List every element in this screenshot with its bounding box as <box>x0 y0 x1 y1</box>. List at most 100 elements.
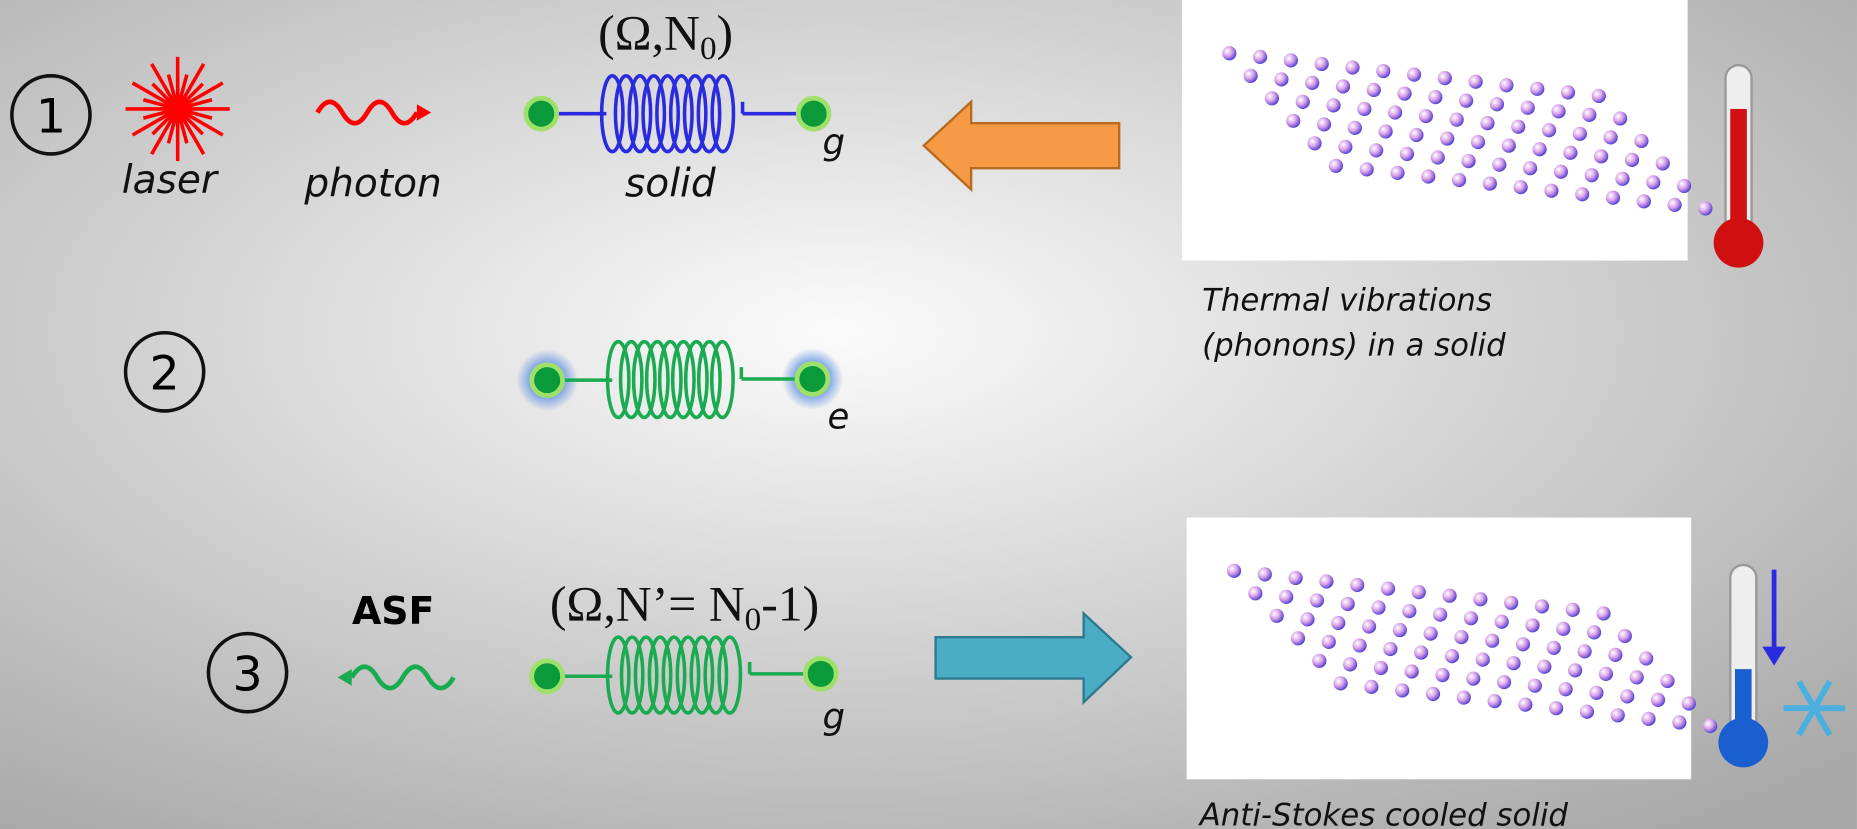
lattice-atom <box>1428 90 1442 104</box>
lattice-atom <box>1350 578 1364 592</box>
formula-part: ) <box>717 6 734 61</box>
lattice-atom <box>1568 663 1582 677</box>
lattice-atom <box>1390 166 1404 180</box>
lattice-atom <box>1402 604 1416 618</box>
lattice-atom <box>1556 622 1570 636</box>
asf-label: ASF <box>352 589 434 633</box>
lattice-atom <box>1469 75 1483 89</box>
atom <box>532 365 563 396</box>
lattice-atom <box>1589 686 1603 700</box>
lattice-atom <box>1305 76 1319 90</box>
lattice-atom <box>1376 64 1390 78</box>
lattice-atom <box>1559 682 1573 696</box>
solid-label: solid <box>625 162 716 207</box>
lattice-atom <box>1286 114 1300 128</box>
lattice-atom <box>1580 705 1594 719</box>
formula-part: (Ω,N’= N <box>550 577 745 632</box>
lattice-atom <box>1464 611 1478 625</box>
lattice-atom <box>1530 82 1544 96</box>
lattice-atom <box>1319 574 1333 588</box>
lattice-atom <box>1405 664 1419 678</box>
lattice-atom <box>1452 173 1466 187</box>
lattice-atom <box>1471 135 1485 149</box>
lattice-atom <box>1606 191 1620 205</box>
lattice-atom <box>1613 111 1627 125</box>
thermo-bulb <box>1714 218 1764 268</box>
lattice-atom <box>1485 634 1499 648</box>
step-number: 3 <box>232 647 262 702</box>
lattice-atom <box>1329 159 1343 173</box>
lattice-atom <box>1270 609 1284 623</box>
lattice-atom <box>1352 638 1366 652</box>
lattice-atom <box>1549 701 1563 715</box>
formula-part: (Ω,N <box>598 6 700 61</box>
lattice-atom <box>1587 625 1601 639</box>
lattice-atom <box>1374 661 1388 675</box>
lattice-atom <box>1326 98 1340 112</box>
lattice-atom <box>1542 123 1556 137</box>
lattice-atom <box>1440 131 1454 145</box>
lattice-atom <box>1454 630 1468 644</box>
lattice-atom <box>1360 162 1374 176</box>
formula-sub: 0 <box>700 30 717 67</box>
panel <box>1182 0 1688 261</box>
lattice-atom <box>1521 101 1535 115</box>
caption: (phonons) in a solid <box>1202 327 1506 363</box>
lattice-atom <box>1608 648 1622 662</box>
lattice-atom <box>1424 626 1438 640</box>
laser-core <box>163 95 191 123</box>
lattice-atom <box>1611 708 1625 722</box>
lattice-atom <box>1566 603 1580 617</box>
lattice-atom <box>1551 104 1565 118</box>
lattice-atom <box>1639 651 1653 665</box>
lattice-atom <box>1338 140 1352 154</box>
formula: (Ω,N’= N0-1) <box>550 577 819 638</box>
lattice-atom <box>1317 117 1331 131</box>
lattice-atom <box>1577 644 1591 658</box>
lattice-atom <box>1379 124 1393 138</box>
lattice-atom <box>1592 89 1606 103</box>
lattice-atom <box>1637 194 1651 208</box>
lattice-atom <box>1450 113 1464 127</box>
lattice-atom <box>1646 175 1660 189</box>
step-number: 2 <box>150 347 180 402</box>
state-label: e <box>828 397 850 438</box>
photon-label: photon <box>303 162 441 207</box>
lattice-atom <box>1561 85 1575 99</box>
lattice-atom <box>1575 187 1589 201</box>
lattice-atom <box>1599 667 1613 681</box>
lattice-atom <box>1672 715 1686 729</box>
thermo-bulb <box>1718 718 1768 768</box>
lattice-atom <box>1343 657 1357 671</box>
lattice-atom <box>1667 198 1681 212</box>
lattice-atom <box>1525 618 1539 632</box>
lattice-atom <box>1312 654 1326 668</box>
lattice-atom <box>1499 78 1513 92</box>
lattice-atom <box>1414 645 1428 659</box>
lattice-atom <box>1409 128 1423 142</box>
caption: Thermal vibrations <box>1202 282 1492 318</box>
lattice-atom <box>1703 719 1717 733</box>
lattice-atom <box>1660 674 1674 688</box>
lattice-atom <box>1656 156 1670 170</box>
lattice-atom <box>1461 154 1475 168</box>
lattice-atom <box>1620 689 1634 703</box>
formula-sub: 0 <box>745 601 762 638</box>
lattice-atom <box>1514 180 1528 194</box>
lattice-atom <box>1625 153 1639 167</box>
lattice-atom <box>1300 612 1314 626</box>
lattice-atom <box>1511 120 1525 134</box>
lattice-atom <box>1244 69 1258 83</box>
lattice-atom <box>1334 676 1348 690</box>
lattice-atom <box>1518 698 1532 712</box>
lattice-atom <box>1296 95 1310 109</box>
lattice-atom <box>1364 680 1378 694</box>
lattice-atom <box>1641 712 1655 726</box>
lattice-atom <box>1604 130 1618 144</box>
lattice-atom <box>1682 696 1696 710</box>
formula-part: -1) <box>761 577 819 632</box>
lattice-atom <box>1274 72 1288 86</box>
lattice-atom <box>1495 615 1509 629</box>
lattice-atom <box>1395 683 1409 697</box>
lattice-atom <box>1523 161 1537 175</box>
